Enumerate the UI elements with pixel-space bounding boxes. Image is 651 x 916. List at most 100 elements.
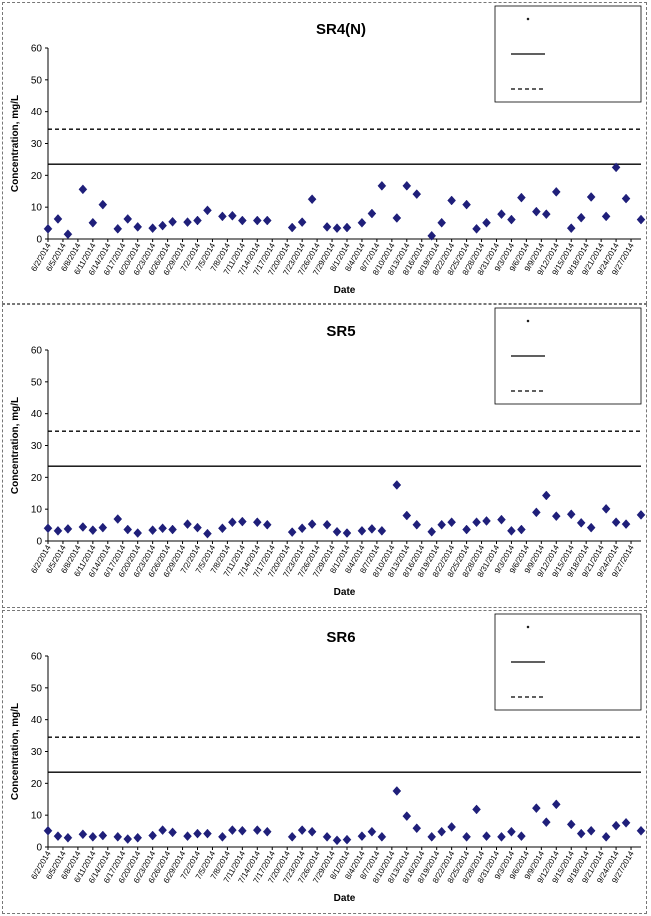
data-point (586, 522, 596, 533)
data-point (238, 825, 247, 836)
y-tick-label: 60 (31, 652, 43, 663)
data-point (636, 214, 646, 225)
data-point (252, 517, 262, 528)
data-point (63, 229, 73, 240)
data-point (367, 826, 377, 837)
data-point (541, 209, 551, 220)
data-point (43, 223, 53, 234)
data-point (621, 817, 631, 828)
data-point (297, 217, 307, 228)
legend-marker (526, 319, 530, 323)
y-tick-label: 20 (31, 779, 43, 790)
data-point (43, 523, 53, 534)
data-point (621, 519, 631, 530)
data-point (203, 528, 212, 539)
data-point (517, 192, 526, 203)
data-point (193, 522, 202, 533)
data-point (148, 830, 157, 841)
data-point (332, 835, 342, 846)
y-tick-label: 0 (36, 537, 42, 548)
data-point (601, 831, 611, 842)
data-point (447, 195, 456, 206)
data-point (437, 826, 447, 837)
data-point (78, 829, 88, 840)
data-point (168, 524, 177, 535)
data-point (497, 514, 506, 525)
data-point (53, 525, 63, 536)
data-point (392, 786, 402, 796)
data-point (262, 826, 272, 837)
data-point (392, 213, 402, 223)
data-point (203, 205, 212, 216)
data-point (367, 524, 377, 534)
y-tick-label: 0 (36, 843, 42, 854)
data-point (53, 831, 63, 842)
data-point (78, 184, 88, 195)
y-tick-label: 60 (31, 44, 43, 55)
data-point (437, 519, 447, 530)
data-point (133, 528, 143, 538)
data-point (507, 525, 516, 536)
data-point (576, 212, 586, 223)
data-point (482, 831, 491, 842)
data-point (566, 223, 576, 234)
data-point (218, 211, 227, 222)
data-point (307, 519, 317, 530)
data-point (497, 209, 506, 220)
data-point (447, 517, 456, 528)
data-point (576, 828, 586, 839)
data-point (342, 528, 352, 538)
data-point (472, 517, 481, 528)
data-point (123, 524, 133, 535)
legend (494, 5, 642, 103)
data-point (307, 826, 317, 837)
data-point (287, 222, 297, 233)
data-point (541, 490, 551, 501)
data-point (472, 223, 481, 234)
data-point (586, 825, 596, 836)
data-point (507, 214, 516, 225)
data-point (427, 230, 437, 241)
data-point (621, 193, 631, 204)
data-point (158, 220, 167, 231)
chart-title: SR5 (326, 323, 355, 340)
y-tick-label: 40 (31, 715, 43, 726)
data-point (98, 830, 108, 841)
legend (494, 307, 642, 405)
data-point (78, 522, 88, 532)
chart-title: SR6 (326, 629, 355, 646)
data-point (113, 514, 123, 524)
y-tick-label: 50 (31, 377, 43, 388)
data-point (297, 523, 307, 534)
y-tick-label: 30 (31, 747, 43, 758)
y-tick-label: 10 (31, 505, 43, 516)
data-point (218, 831, 227, 842)
data-point (551, 511, 561, 522)
data-point (252, 825, 262, 836)
legend-marker (526, 17, 530, 21)
data-point (262, 215, 272, 226)
data-point (228, 825, 237, 836)
data-point (566, 509, 576, 520)
y-tick-label: 40 (31, 107, 43, 118)
data-point (517, 524, 526, 535)
data-point (307, 194, 317, 205)
data-point (437, 217, 447, 228)
data-point (601, 503, 611, 514)
data-point (551, 187, 561, 197)
data-point (203, 828, 212, 839)
data-point (43, 825, 53, 836)
data-point (88, 525, 98, 536)
data-point (218, 523, 227, 534)
data-point (517, 831, 526, 842)
data-point (412, 823, 422, 834)
data-point (462, 524, 471, 535)
data-point (541, 817, 551, 828)
y-tick-label: 50 (31, 683, 43, 694)
data-point (402, 180, 412, 191)
data-point (357, 217, 367, 228)
data-point (636, 510, 646, 520)
data-point (377, 180, 387, 191)
data-point (611, 162, 621, 173)
